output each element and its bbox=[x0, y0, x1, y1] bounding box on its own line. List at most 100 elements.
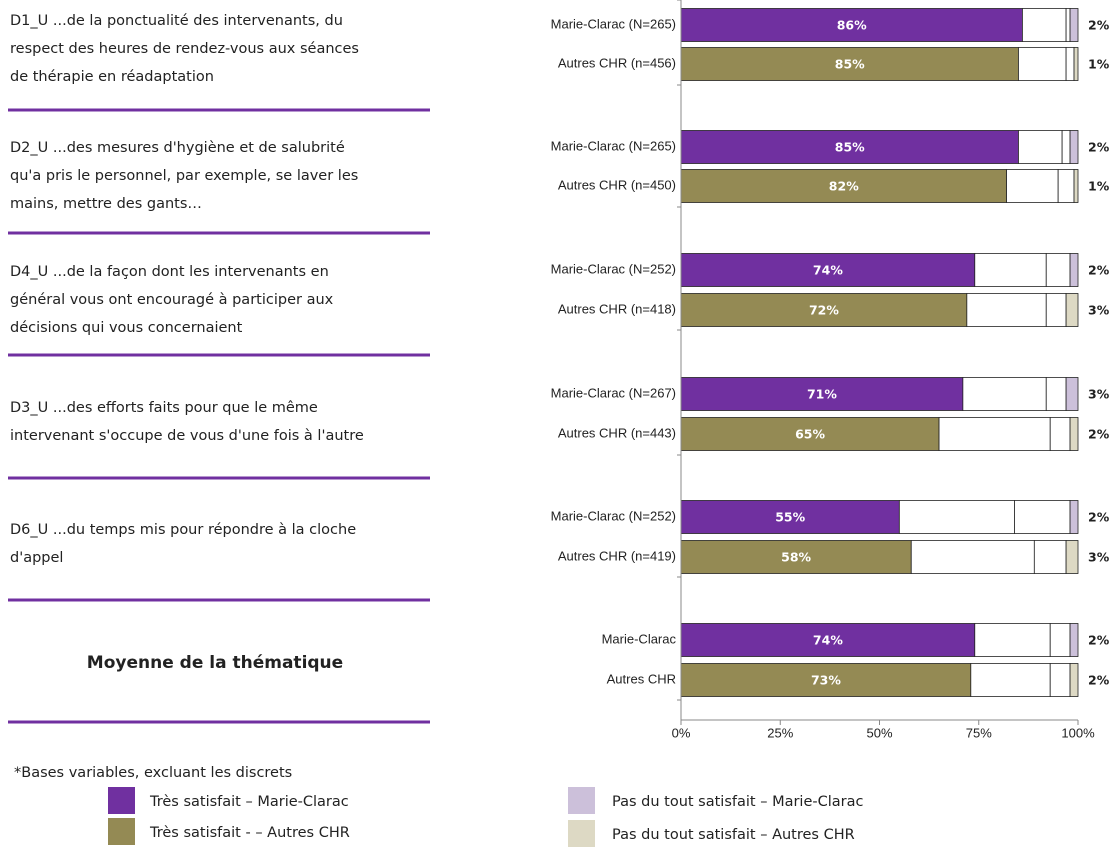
bar-segment bbox=[1069, 623, 1079, 657]
value-label: 2% bbox=[1088, 140, 1110, 155]
value-label: 3% bbox=[1088, 550, 1110, 565]
bar-segment bbox=[1018, 130, 1063, 164]
value-label: 1% bbox=[1088, 179, 1110, 194]
x-tick-label: 50% bbox=[866, 725, 892, 740]
bar-segment bbox=[1065, 293, 1079, 327]
bar-segment bbox=[1049, 417, 1071, 451]
bar-segment bbox=[680, 293, 968, 327]
value-label: 2% bbox=[1088, 263, 1110, 278]
category-label: Marie-Clarac (N=252) bbox=[551, 508, 676, 523]
bar-segment bbox=[1057, 169, 1075, 203]
x-tick-label: 0% bbox=[672, 725, 691, 740]
question-text: D2_U ...des mesures d'hygiène et de salu… bbox=[10, 140, 345, 156]
category-label: Autres CHR (n=443) bbox=[558, 425, 676, 440]
bar-segment bbox=[938, 417, 1051, 451]
question-text: général vous ont encouragé à participer … bbox=[10, 292, 334, 308]
category-label: Autres CHR bbox=[607, 671, 676, 686]
value-label: 1% bbox=[1088, 57, 1110, 72]
value-label: 73% bbox=[811, 673, 841, 688]
x-tick-label: 25% bbox=[767, 725, 793, 740]
legend-label: Pas du tout satisfait – Autres CHR bbox=[612, 827, 855, 843]
bar-segment bbox=[680, 253, 976, 287]
bar-segment bbox=[970, 663, 1051, 697]
value-label: 82% bbox=[829, 179, 859, 194]
question-text: D6_U ...du temps mis pour répondre à la … bbox=[10, 522, 356, 538]
bar-segment bbox=[1049, 623, 1071, 657]
x-tick-label: 100% bbox=[1061, 725, 1095, 740]
bar-segment bbox=[962, 377, 1047, 411]
question-text: D4_U ...de la façon dont les intervenant… bbox=[10, 264, 329, 280]
bar-segment bbox=[974, 253, 1047, 287]
bar-segment bbox=[1065, 377, 1079, 411]
legend-label: Très satisfait – Marie-Clarac bbox=[149, 794, 349, 810]
bar-segment bbox=[680, 417, 940, 451]
bar-segment bbox=[966, 293, 1047, 327]
value-label: 72% bbox=[809, 303, 839, 318]
bar-segment bbox=[1033, 540, 1067, 574]
question-text: D1_U ...de la ponctualité des intervenan… bbox=[10, 13, 343, 29]
category-label: Marie-Clarac bbox=[602, 631, 677, 646]
value-label: 2% bbox=[1088, 18, 1110, 33]
question-text: intervenant s'occupe de vous d'une fois … bbox=[10, 428, 364, 444]
bar-segment bbox=[1045, 293, 1067, 327]
bar-segment bbox=[910, 540, 1035, 574]
category-label: Marie-Clarac (N=265) bbox=[551, 16, 676, 31]
category-label: Autres CHR (n=418) bbox=[558, 301, 676, 316]
bar-segment bbox=[680, 623, 976, 657]
bar-segment bbox=[974, 623, 1051, 657]
bar-segment bbox=[1045, 377, 1067, 411]
bar-segment bbox=[1045, 253, 1071, 287]
bar-segment bbox=[1069, 130, 1079, 164]
bar-segment bbox=[1018, 47, 1067, 81]
legend-swatch bbox=[568, 820, 595, 847]
bar-segment bbox=[1069, 253, 1079, 287]
bar-segment bbox=[680, 500, 900, 534]
bar-segment bbox=[1073, 47, 1079, 81]
value-label: 3% bbox=[1088, 303, 1110, 318]
category-label: Marie-Clarac (N=252) bbox=[551, 261, 676, 276]
category-label: Autres CHR (n=419) bbox=[558, 548, 676, 563]
value-label: 2% bbox=[1088, 427, 1110, 442]
bar-segment bbox=[680, 663, 972, 697]
legend-label: Pas du tout satisfait – Marie-Clarac bbox=[612, 794, 863, 810]
value-label: 74% bbox=[813, 263, 843, 278]
bar-segment bbox=[1061, 130, 1071, 164]
category-label: Autres CHR (n=456) bbox=[558, 55, 676, 70]
question-text: qu'a pris le personnel, par exemple, se … bbox=[10, 168, 358, 184]
bar-segment bbox=[1069, 663, 1079, 697]
value-label: 3% bbox=[1088, 387, 1110, 402]
value-label: 2% bbox=[1088, 633, 1110, 648]
bar-segment bbox=[1073, 169, 1079, 203]
value-label: 2% bbox=[1088, 510, 1110, 525]
question-text: d'appel bbox=[10, 550, 63, 566]
bar-segment bbox=[1069, 8, 1079, 42]
question-text: décisions qui vous concernaient bbox=[10, 320, 243, 336]
value-label: 71% bbox=[807, 387, 837, 402]
value-label: 74% bbox=[813, 633, 843, 648]
question-text: respect des heures de rendez-vous aux sé… bbox=[10, 41, 359, 57]
bar-segment bbox=[680, 8, 1023, 42]
value-label: 86% bbox=[837, 18, 867, 33]
category-label: Autres CHR (n=450) bbox=[558, 177, 676, 192]
value-label: 2% bbox=[1088, 673, 1110, 688]
bar-segment bbox=[1022, 8, 1067, 42]
value-label: 65% bbox=[795, 427, 825, 442]
bar-segment bbox=[680, 540, 912, 574]
legend-swatch bbox=[108, 787, 135, 814]
bar-segment bbox=[1006, 169, 1059, 203]
bar-segment bbox=[680, 169, 1007, 203]
legend-swatch bbox=[108, 818, 135, 845]
category-label: Marie-Clarac (N=265) bbox=[551, 138, 676, 153]
footnote: *Bases variables, excluant les discrets bbox=[14, 765, 292, 781]
bar-segment bbox=[1065, 47, 1075, 81]
bar-segment bbox=[680, 377, 964, 411]
bar-segment bbox=[898, 500, 1015, 534]
bar-segment bbox=[1069, 500, 1079, 534]
value-label: 85% bbox=[835, 140, 865, 155]
bar-segment bbox=[1049, 663, 1071, 697]
bar-segment bbox=[1069, 417, 1079, 451]
value-label: 55% bbox=[775, 510, 805, 525]
bar-segment bbox=[1065, 540, 1079, 574]
value-label: 58% bbox=[781, 550, 811, 565]
